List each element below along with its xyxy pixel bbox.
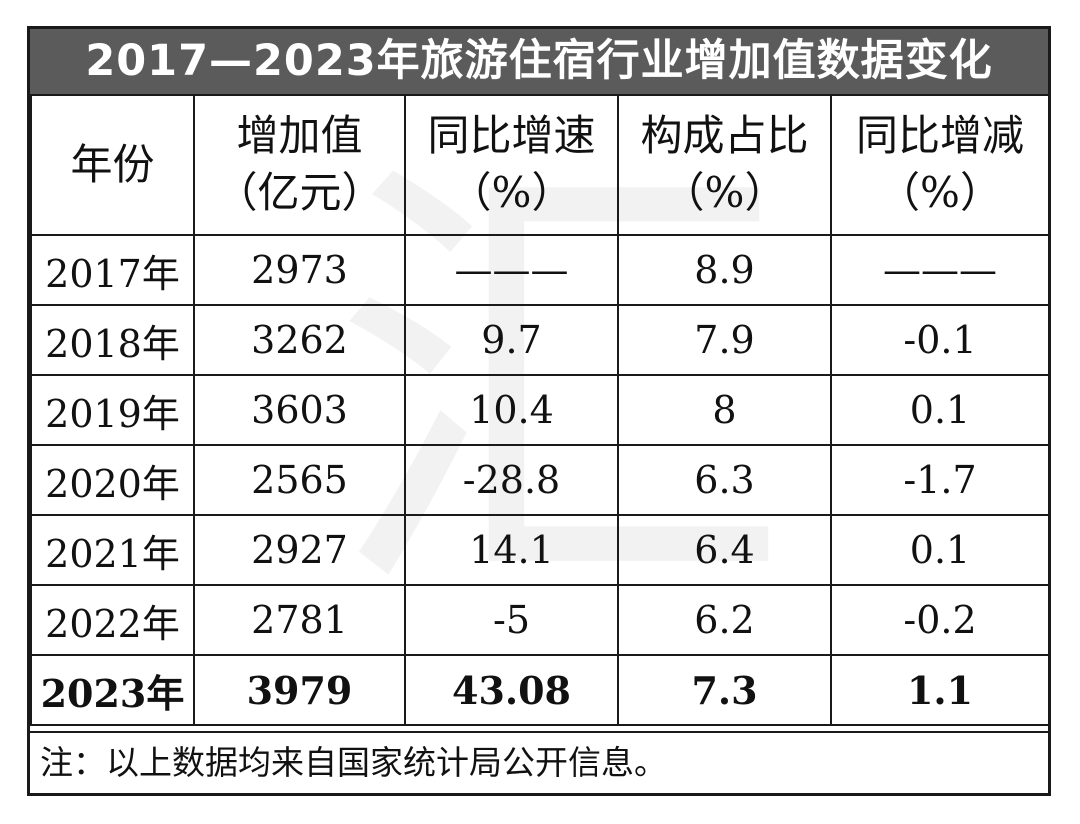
cell-share: 7.3	[617, 654, 832, 726]
cell-growth: -5	[404, 584, 619, 656]
table-frame: 2017—2023年旅游住宿行业增加值数据变化 汇 年份 增加值 （亿元） 同比…	[27, 26, 1051, 796]
cell-growth: ———	[404, 234, 619, 306]
cell-year: 2017年	[30, 234, 195, 306]
cell-change: 0.1	[830, 374, 1050, 446]
header-share: 构成占比 （%）	[617, 94, 832, 236]
header-label: 同比增速	[427, 111, 596, 161]
cell-growth: 43.08	[404, 654, 619, 726]
table-row: 2017年 2973 ——— 8.9 ———	[30, 234, 1050, 306]
cell-change: -0.1	[830, 304, 1050, 376]
header-label: 构成占比	[640, 111, 809, 161]
header-year: 年份	[30, 94, 195, 236]
cell-growth: 9.7	[404, 304, 619, 376]
table-row: 2018年 3262 9.7 7.9 -0.1	[30, 304, 1050, 376]
cell-share: 8	[617, 374, 832, 446]
header-value-added: 增加值 （亿元）	[193, 94, 406, 236]
cell-value: 3979	[193, 654, 406, 726]
header-yoy-change: 同比增减 （%）	[830, 94, 1050, 236]
table-row: 2022年 2781 -5 6.2 -0.2	[30, 584, 1050, 656]
header-unit: （%）	[662, 168, 787, 217]
table-row: 2019年 3603 10.4 8 0.1	[30, 374, 1050, 446]
header-yoy-growth: 同比增速 （%）	[404, 94, 619, 236]
cell-change: -0.2	[830, 584, 1050, 656]
header-label: 同比增减	[855, 111, 1024, 161]
cell-growth: -28.8	[404, 444, 619, 516]
cell-change: 0.1	[830, 514, 1050, 586]
cell-value: 2781	[193, 584, 406, 656]
cell-value: 2927	[193, 514, 406, 586]
header-year-label: 年份	[70, 139, 155, 189]
cell-year: 2019年	[30, 374, 195, 446]
table-title: 2017—2023年旅游住宿行业增加值数据变化	[30, 29, 1048, 94]
header-unit: （%）	[449, 168, 574, 217]
cell-share: 6.3	[617, 444, 832, 516]
cell-value: 3603	[193, 374, 406, 446]
table-row: 2023年 3979 43.08 7.3 1.1	[30, 654, 1050, 726]
cell-year: 2020年	[30, 444, 195, 516]
cell-value: 2973	[193, 234, 406, 306]
cell-share: 6.2	[617, 584, 832, 656]
cell-year: 2021年	[30, 514, 195, 586]
cell-change: 1.1	[830, 654, 1050, 726]
cell-value: 2565	[193, 444, 406, 516]
cell-growth: 10.4	[404, 374, 619, 446]
footnote: 注：以上数据均来自国家统计局公开信息。	[30, 731, 1048, 793]
cell-share: 8.9	[617, 234, 832, 306]
cell-value: 3262	[193, 304, 406, 376]
cell-year: 2022年	[30, 584, 195, 656]
cell-year: 2018年	[30, 304, 195, 376]
cell-growth: 14.1	[404, 514, 619, 586]
header-unit: （亿元）	[215, 168, 384, 217]
cell-change: ———	[830, 234, 1050, 306]
data-table: 年份 增加值 （亿元） 同比增速 （%） 构成占比 （%） 同比增减 （%）	[30, 94, 1050, 726]
table-row: 2021年 2927 14.1 6.4 0.1	[30, 514, 1050, 586]
cell-change: -1.7	[830, 444, 1050, 516]
header-row: 年份 增加值 （亿元） 同比增速 （%） 构成占比 （%） 同比增减 （%）	[30, 94, 1050, 236]
cell-share: 6.4	[617, 514, 832, 586]
header-label: 增加值	[236, 111, 363, 161]
cell-year: 2023年	[30, 654, 195, 726]
cell-share: 7.9	[617, 304, 832, 376]
header-unit: （%）	[878, 168, 1002, 217]
table-row: 2020年 2565 -28.8 6.3 -1.7	[30, 444, 1050, 516]
